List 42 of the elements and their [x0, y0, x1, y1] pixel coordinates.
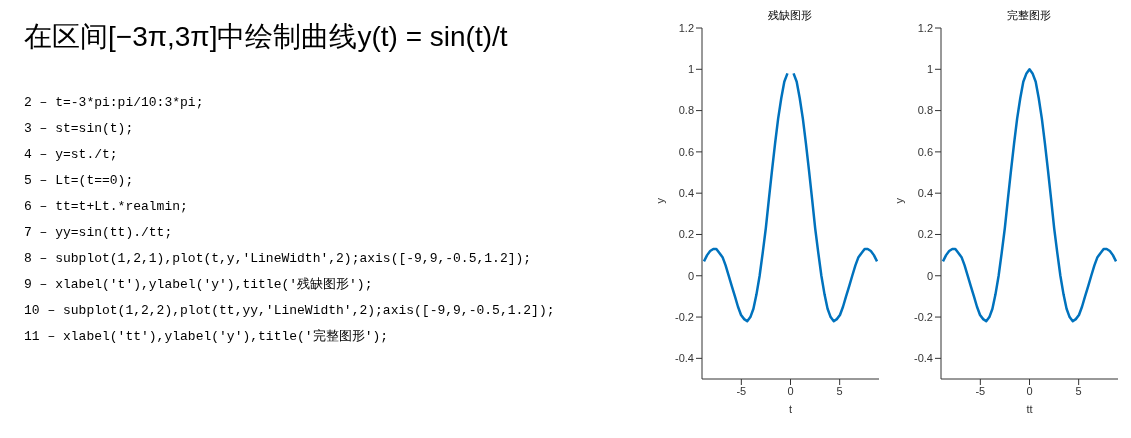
text: 2 – t=-3*pi:pi/10:3*pi;	[24, 94, 205, 112]
x-tick-label: 0	[787, 384, 794, 397]
chart-title: 残缺图形	[766, 8, 813, 22]
chart-title: 完整图形	[1005, 8, 1052, 22]
x-tick-label: -5	[975, 384, 986, 397]
y-axis-title: y	[892, 197, 905, 204]
y-tick-label: 0.2	[917, 228, 933, 241]
y-tick-label: 0	[687, 269, 694, 282]
y-tick-label: 1.2	[917, 21, 933, 34]
y-tick-label: 1.2	[678, 21, 694, 34]
text: 11 – xlabel('tt'),ylabel('y'),title('完整图形');	[24, 328, 390, 346]
text: 3 – st=sin(t);	[24, 120, 135, 138]
x-tick-label: 0	[1026, 384, 1033, 397]
y-tick-label: 0.2	[678, 228, 694, 241]
text: 6 – tt=t+Lt.*realmin;	[24, 198, 189, 216]
y-tick-label: 0.4	[678, 187, 694, 200]
text: 9 – xlabel('t'),ylabel('y'),title('残缺图形');	[24, 276, 374, 294]
text: 7 – yy=sin(tt)./tt;	[24, 224, 174, 242]
y-axis-title: y	[653, 197, 666, 204]
y-tick-label: 0	[926, 269, 933, 282]
y-tick-label: -0.2	[914, 310, 933, 323]
line-series	[941, 68, 1118, 323]
y-tick-label: -0.2	[675, 310, 694, 323]
y-tick-label: 0.6	[917, 145, 933, 158]
y-tick-label: 0.4	[917, 187, 933, 200]
y-tick-label: -0.4	[675, 352, 694, 365]
text: 在区间[−3π,3π]中绘制曲线y(t) = sin(t)/t	[24, 20, 509, 54]
x-tick-label: 5	[1075, 384, 1082, 397]
text: 10 – subplot(1,2,2),plot(tt,yy,'LineWidth',2);axis([-9,9,-0.5,1.2]);	[24, 302, 556, 320]
y-tick-label: 1	[687, 63, 694, 76]
y-tick-label: 0.8	[917, 104, 933, 117]
y-tick-label: 1	[926, 63, 933, 76]
x-tick-label: 5	[836, 384, 843, 397]
text: 4 – y=st./t;	[24, 146, 119, 164]
text: 8 – subplot(1,2,1),plot(t,y,'LineWidth',2);axis([-9,9,-0.5,1.2]);	[24, 250, 533, 268]
x-tick-label: -5	[736, 384, 747, 397]
x-axis-title: t	[788, 403, 793, 415]
y-tick-label: -0.4	[914, 352, 933, 365]
y-tick-label: 0.6	[678, 145, 694, 158]
x-axis-title: tt	[1026, 403, 1033, 415]
y-tick-label: 0.8	[678, 104, 694, 117]
text: 5 – Lt=(t==0);	[24, 172, 135, 190]
